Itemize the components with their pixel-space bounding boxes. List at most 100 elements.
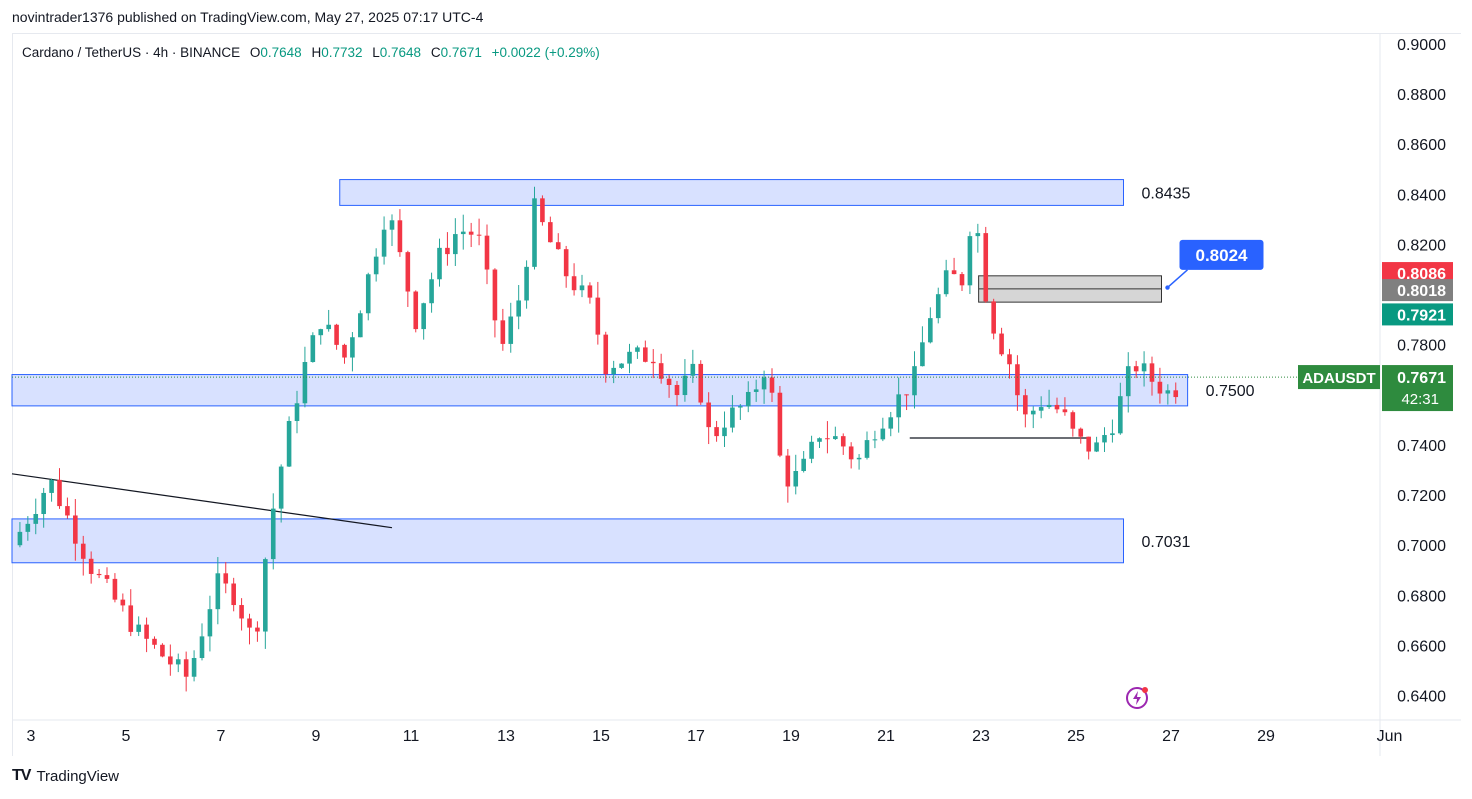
tradingview-branding[interactable]: TV TradingView <box>12 767 119 785</box>
candle-body <box>1030 410 1036 415</box>
candle-up <box>318 328 324 345</box>
candle-down <box>658 353 664 384</box>
candle-up <box>326 309 331 332</box>
candle-up <box>389 214 395 247</box>
publish-header: novintrader1376 published on TradingView… <box>12 9 484 25</box>
legend-high: 0.7732 <box>321 45 363 60</box>
legend-low-label: L <box>372 45 380 60</box>
candle-body <box>643 347 648 362</box>
zone-label-2: 0.7031 <box>1142 534 1191 551</box>
price-chart[interactable]: 0.8435 0.7500 0.7031 0.8024 0.9000 0.8800 0.86… <box>0 0 1472 760</box>
candle-body <box>587 285 593 298</box>
trend-line <box>11 473 393 529</box>
callout-anchor-dot <box>1165 285 1170 290</box>
x-tick-label: 9 <box>312 728 321 745</box>
candle-body <box>17 531 23 546</box>
candle-body <box>80 543 86 559</box>
candle-up <box>508 302 514 353</box>
candle-down <box>1078 427 1084 444</box>
candle-body <box>33 514 39 524</box>
candle-up <box>175 653 181 673</box>
candle-up <box>1102 427 1107 453</box>
candle-body <box>975 233 981 237</box>
candle-body <box>706 402 711 428</box>
candle-body <box>104 575 110 579</box>
candle-down <box>706 392 711 445</box>
price-badge-label: 0.8086 <box>1397 266 1446 283</box>
candle-up <box>1094 436 1099 453</box>
candle-body <box>239 605 244 619</box>
candle-body <box>912 366 917 396</box>
candle-body <box>429 279 434 304</box>
candle-up <box>1125 352 1131 413</box>
x-tick-label: 17 <box>687 728 705 745</box>
candle-down <box>666 374 672 398</box>
candle-body <box>650 361 656 364</box>
legend-open: 0.7648 <box>260 45 302 60</box>
last-price-label: 0.7671 <box>1397 370 1446 387</box>
price-badge <box>1382 303 1453 326</box>
legend-high-label: H <box>311 45 322 60</box>
candle-body <box>801 458 806 472</box>
candle-down <box>769 368 775 402</box>
candle-body <box>1054 404 1060 410</box>
y-tick-label: 0.7200 <box>1397 488 1446 505</box>
candle-down <box>1133 360 1139 379</box>
candle-body <box>1157 381 1163 394</box>
candle-up <box>611 360 616 384</box>
x-tick-label: 3 <box>27 728 36 745</box>
candle-body <box>207 609 213 637</box>
candle-up <box>381 216 387 265</box>
candle-body <box>120 599 126 606</box>
candle-body <box>437 247 442 280</box>
candle-body <box>168 656 173 665</box>
candle-down <box>1149 356 1155 396</box>
candle-body <box>112 578 118 600</box>
candle-up <box>263 557 268 649</box>
zone-2 <box>11 518 1124 564</box>
candle-up <box>365 272 371 321</box>
candle-up <box>975 223 981 253</box>
candle-body <box>476 234 482 236</box>
candle-down <box>603 331 609 383</box>
candle-body <box>231 583 236 606</box>
candle-up <box>880 417 886 442</box>
candle-body <box>761 377 767 390</box>
y-tick-label: 0.7800 <box>1397 338 1446 355</box>
candle-down <box>1173 382 1179 404</box>
legend-change: +0.0022 (+0.29%) <box>491 45 600 60</box>
legend-close: 0.7671 <box>440 45 482 60</box>
callout-pointer <box>1167 269 1188 289</box>
candle-down <box>160 643 165 658</box>
candle-up <box>1046 389 1052 409</box>
candle-up <box>207 595 213 652</box>
candle-up <box>358 310 363 338</box>
candle-body <box>563 249 569 277</box>
candle-down <box>848 442 854 469</box>
candle-body <box>959 274 965 286</box>
candle-down <box>1015 355 1020 411</box>
candle-down <box>1157 367 1163 404</box>
candle-up <box>310 332 316 363</box>
candle-up <box>421 302 426 340</box>
candle-body <box>365 274 371 314</box>
candle-body <box>326 324 331 330</box>
candle-body <box>745 391 751 407</box>
candle-up <box>1165 384 1171 405</box>
candle-body <box>777 392 783 456</box>
candle-up <box>33 498 39 535</box>
x-tick-label: 27 <box>1162 728 1180 745</box>
candle-body <box>302 362 308 404</box>
candle-down <box>65 497 70 519</box>
candle-up <box>437 238 442 287</box>
candle-up <box>793 454 799 495</box>
candle-down <box>73 498 78 561</box>
candle-down <box>959 271 965 292</box>
candle-body <box>247 618 252 628</box>
candle-body <box>999 333 1004 355</box>
candle-body <box>603 334 609 375</box>
candle-up <box>199 623 205 661</box>
candle-body <box>144 624 149 639</box>
legend-close-label: C <box>430 45 441 60</box>
candle-up <box>635 345 640 359</box>
